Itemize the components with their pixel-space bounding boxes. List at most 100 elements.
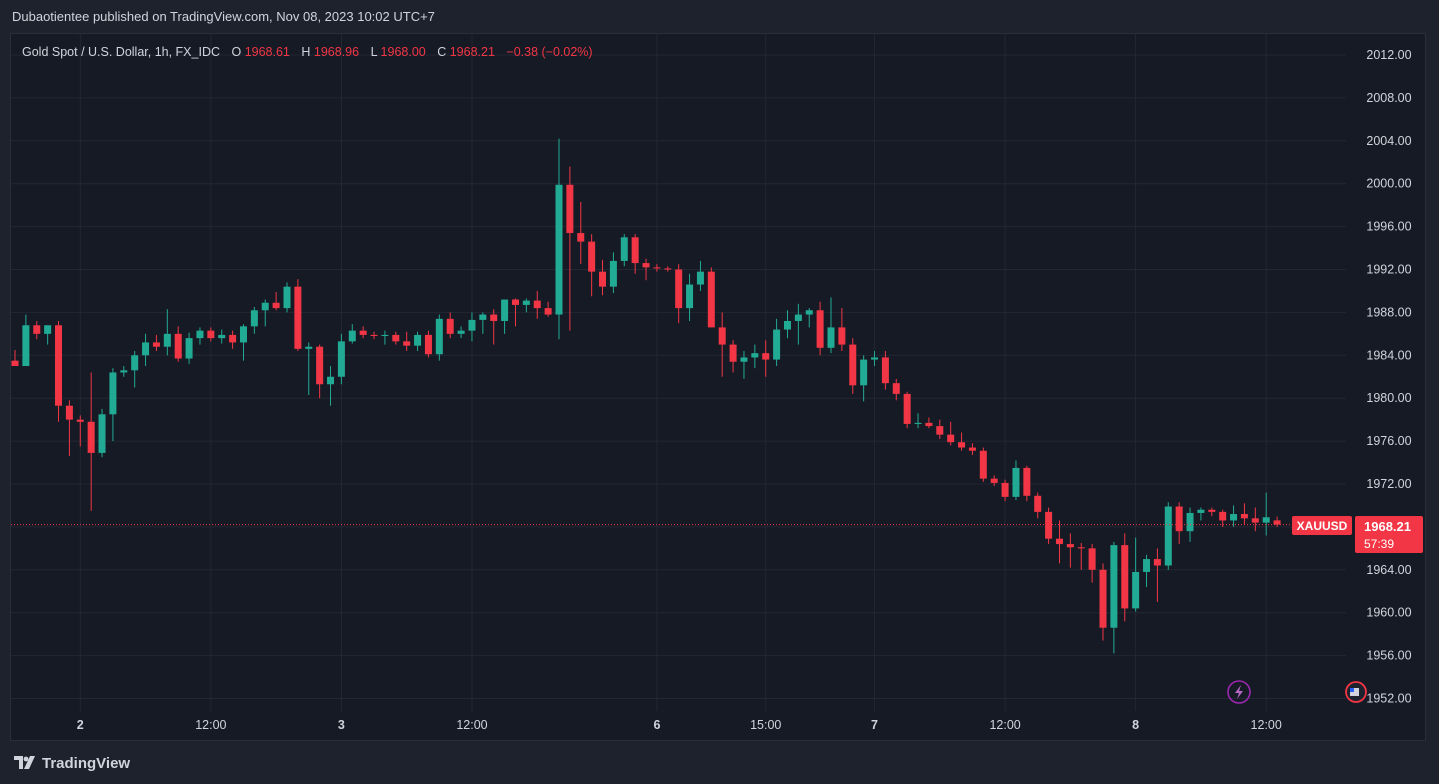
candle-down xyxy=(925,422,933,427)
candle-down xyxy=(1219,511,1227,521)
candle-up xyxy=(686,284,694,309)
candle-up xyxy=(1132,571,1140,609)
bar-countdown: 57:39 xyxy=(1364,537,1394,551)
candle-up xyxy=(1230,514,1238,521)
candle-down xyxy=(1045,511,1053,539)
candle-down xyxy=(968,447,976,451)
candle-down xyxy=(1066,544,1074,548)
time-tick-label: 6 xyxy=(653,718,660,732)
candle-up xyxy=(1262,517,1270,523)
price-tick-label: 2008.00 xyxy=(1366,91,1411,105)
candle-down xyxy=(229,334,237,343)
candle-down xyxy=(588,241,596,272)
candle-up xyxy=(794,314,802,321)
candle-up xyxy=(773,329,781,360)
candle-up xyxy=(696,271,704,285)
candle-up xyxy=(457,330,465,334)
candle-down xyxy=(1251,518,1259,523)
time-tick-label: 7 xyxy=(871,718,878,732)
time-tick-label: 12:00 xyxy=(456,718,487,732)
candle-down xyxy=(599,271,607,287)
price-tick-label: 1956.00 xyxy=(1366,649,1411,663)
legend-change: −0.38 (−0.02%) xyxy=(506,45,592,59)
candle-up xyxy=(805,310,813,315)
candle-up xyxy=(620,237,628,261)
price-axis: 2012.00 2008.00 2004.00 2000.00 1996.00 1992.… xyxy=(1366,48,1411,706)
candle-up xyxy=(131,355,139,371)
candle-up xyxy=(1164,506,1172,566)
legend-open-label: O xyxy=(231,45,241,59)
chart-grid xyxy=(11,34,1346,711)
tradingview-brand: TradingView xyxy=(42,754,131,772)
candle-up xyxy=(44,325,52,334)
legend-close-label: C xyxy=(437,45,446,59)
candle-down xyxy=(1088,548,1096,570)
legend-symbol: Gold Spot / U.S. Dollar, 1h, FX_IDC xyxy=(22,45,220,59)
price-tick-label: 1992.00 xyxy=(1366,263,1411,277)
tradingview-logo[interactable]: TradingView xyxy=(14,753,130,773)
candle-up xyxy=(381,334,389,336)
candle-down xyxy=(87,421,95,453)
lightning-event-icon[interactable] xyxy=(1227,680,1251,704)
candle-up xyxy=(783,320,791,330)
candle-down xyxy=(316,346,324,385)
price-tick-label: 1980.00 xyxy=(1366,391,1411,405)
candle-down xyxy=(1034,495,1042,512)
candle-down xyxy=(936,426,944,435)
candle-down xyxy=(849,344,857,386)
candle-up xyxy=(740,357,748,362)
candle-down xyxy=(272,302,280,309)
candle-down xyxy=(1023,467,1031,496)
candle-up xyxy=(250,310,258,327)
time-axis: 2 12:00 3 12:00 6 15:00 7 12:00 8 12:00 xyxy=(77,718,1282,732)
time-tick-label: 15:00 xyxy=(750,718,781,732)
candle-down xyxy=(33,325,41,334)
candle-up xyxy=(435,318,443,355)
candle-down xyxy=(1273,520,1281,525)
time-tick-label: 12:00 xyxy=(195,718,226,732)
candle-down xyxy=(1001,482,1009,497)
candle-up xyxy=(1143,559,1151,572)
candle-up xyxy=(142,342,150,356)
candle-up xyxy=(609,260,617,287)
candle-up xyxy=(337,341,345,377)
candle-down xyxy=(729,344,737,362)
flag-event-icon[interactable] xyxy=(1345,681,1367,703)
symbol-price-tag: XAUUSD xyxy=(1292,516,1352,535)
candle-down xyxy=(577,233,585,242)
legend-high-label: H xyxy=(301,45,310,59)
price-tick-label: 1972.00 xyxy=(1366,477,1411,491)
candle-up xyxy=(218,334,226,339)
candle-down xyxy=(424,334,432,355)
candle-down xyxy=(838,327,846,345)
price-tick-label: 1996.00 xyxy=(1366,220,1411,234)
candle-down xyxy=(490,314,498,321)
candle-down xyxy=(1055,538,1063,545)
tradingview-logo-icon xyxy=(14,756,35,769)
chart-frame[interactable] xyxy=(10,33,1426,741)
last-price-tag: 1968.21 57:39 xyxy=(1355,516,1423,553)
price-tick-label: 1988.00 xyxy=(1366,305,1411,319)
candle-up xyxy=(468,319,476,331)
candle-up xyxy=(283,286,291,309)
legend-low-value: 1968.00 xyxy=(381,45,426,59)
time-tick-label: 8 xyxy=(1132,718,1139,732)
candle-down xyxy=(76,419,84,422)
candle-down xyxy=(958,442,966,448)
candle-down xyxy=(947,434,955,443)
candle-up xyxy=(479,314,487,320)
candle-down xyxy=(533,300,541,309)
candle-down xyxy=(446,318,454,334)
candle-down xyxy=(1208,509,1216,512)
candle-down xyxy=(675,269,683,309)
candle-down xyxy=(1240,514,1248,519)
price-tick-label: 1960.00 xyxy=(1366,606,1411,620)
legend-close-value: 1968.21 xyxy=(450,45,495,59)
legend-low-label: L xyxy=(371,45,378,59)
candle-down xyxy=(631,237,639,264)
candle-up xyxy=(751,353,759,358)
candle-up xyxy=(196,330,204,339)
price-tick-label: 1976.00 xyxy=(1366,434,1411,448)
candle-down xyxy=(65,405,73,420)
